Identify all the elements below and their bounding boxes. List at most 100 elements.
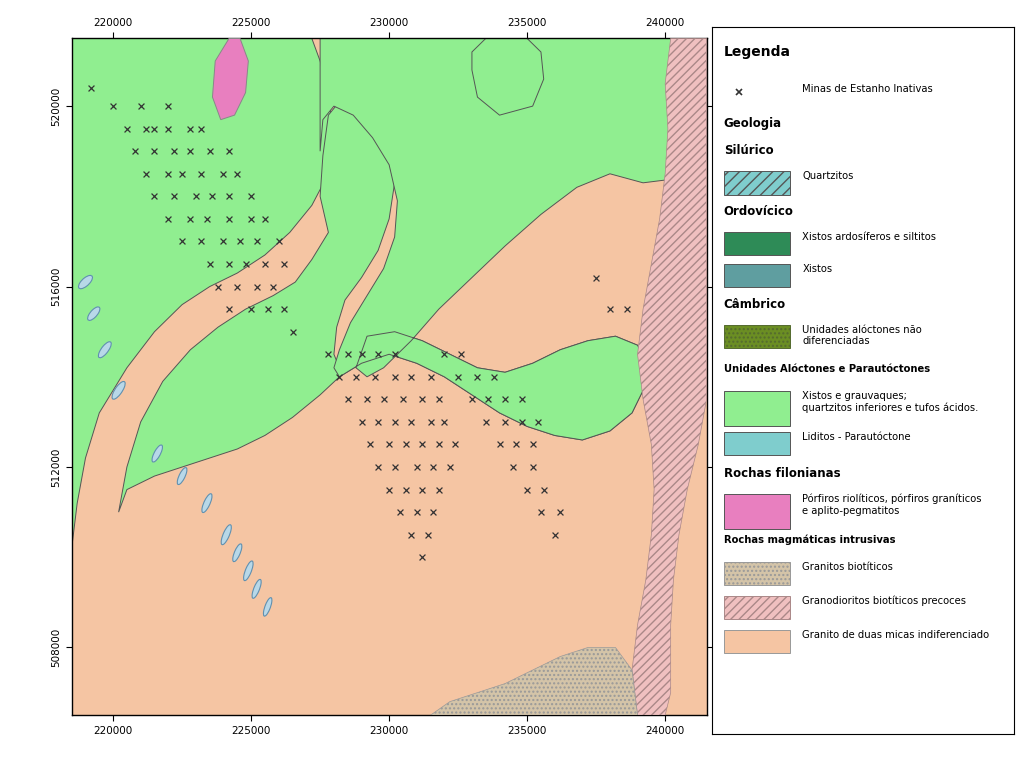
Point xyxy=(160,213,176,225)
Point xyxy=(386,348,402,361)
Point xyxy=(524,438,541,451)
Point xyxy=(397,438,414,451)
Point xyxy=(132,100,148,112)
Bar xyxy=(724,171,791,195)
Point xyxy=(469,371,485,383)
Ellipse shape xyxy=(202,494,212,513)
Text: Rochas magmáticas intrusivas: Rochas magmáticas intrusivas xyxy=(724,535,895,545)
Ellipse shape xyxy=(244,561,253,581)
Point xyxy=(425,461,441,473)
Ellipse shape xyxy=(98,341,112,358)
Polygon shape xyxy=(321,38,707,440)
Point xyxy=(414,393,430,405)
Bar xyxy=(724,232,791,255)
Point xyxy=(368,371,384,383)
Point xyxy=(420,528,436,541)
Point xyxy=(166,190,182,202)
Point xyxy=(361,438,378,451)
Text: Xistos ardosíferos e siltitos: Xistos ardosíferos e siltitos xyxy=(803,232,936,242)
Bar xyxy=(724,391,791,425)
Point xyxy=(422,416,438,428)
Point xyxy=(536,484,552,496)
Point xyxy=(202,258,218,270)
Bar xyxy=(724,630,791,653)
Point xyxy=(477,416,494,428)
Point xyxy=(138,122,155,135)
Point xyxy=(453,348,469,361)
Point xyxy=(513,416,529,428)
Point xyxy=(340,393,356,405)
Point xyxy=(146,145,163,158)
Point xyxy=(215,235,231,248)
Point xyxy=(160,168,176,180)
Point xyxy=(340,348,356,361)
Point xyxy=(270,235,287,248)
Text: Ordovícico: Ordovícico xyxy=(724,205,794,218)
Point xyxy=(353,416,370,428)
Bar xyxy=(724,264,791,288)
Point xyxy=(146,122,163,135)
Point xyxy=(229,281,246,293)
Point xyxy=(381,484,397,496)
Ellipse shape xyxy=(177,468,187,484)
Point xyxy=(431,484,447,496)
Bar xyxy=(724,431,791,455)
Point xyxy=(204,190,220,202)
Point xyxy=(425,506,441,518)
Point xyxy=(231,235,248,248)
Point xyxy=(602,303,618,315)
Point xyxy=(238,258,254,270)
Text: Pórfiros riolíticos, pórfiros graníticos
e aplito-pegmatitos: Pórfiros riolíticos, pórfiros graníticos… xyxy=(803,494,982,516)
Point xyxy=(422,371,438,383)
Polygon shape xyxy=(72,38,334,548)
Point xyxy=(83,82,99,95)
Point xyxy=(321,348,337,361)
Point xyxy=(394,393,411,405)
Point xyxy=(221,145,238,158)
Point xyxy=(194,168,210,180)
Point xyxy=(243,190,259,202)
Ellipse shape xyxy=(88,307,100,321)
Text: Granodioritos biotíticos precoces: Granodioritos biotíticos precoces xyxy=(803,596,967,606)
Point xyxy=(215,168,231,180)
Point xyxy=(358,393,375,405)
Point xyxy=(381,438,397,451)
Point xyxy=(436,416,453,428)
Text: Granitos biotíticos: Granitos biotíticos xyxy=(803,562,893,572)
Text: Quartzitos: Quartzitos xyxy=(803,171,854,181)
Ellipse shape xyxy=(112,381,125,399)
Polygon shape xyxy=(119,102,648,512)
Ellipse shape xyxy=(263,598,272,616)
Point xyxy=(221,258,238,270)
Text: Silúrico: Silúrico xyxy=(724,145,773,158)
Point xyxy=(276,303,293,315)
Point xyxy=(127,145,143,158)
Point xyxy=(524,461,541,473)
Polygon shape xyxy=(472,38,544,115)
Text: Unidades alóctones não
diferenciadas: Unidades alóctones não diferenciadas xyxy=(803,325,922,346)
Point xyxy=(414,551,430,564)
Text: Granito de duas micas indiferenciado: Granito de duas micas indiferenciado xyxy=(803,630,989,640)
Point xyxy=(403,371,420,383)
Point xyxy=(513,393,529,405)
Point xyxy=(202,145,218,158)
Point xyxy=(259,303,275,315)
Bar xyxy=(724,325,791,348)
Ellipse shape xyxy=(221,524,231,544)
Ellipse shape xyxy=(252,579,261,598)
Text: Liditos - Parautóctone: Liditos - Parautóctone xyxy=(803,431,911,441)
Point xyxy=(409,506,425,518)
Point xyxy=(257,213,273,225)
Point xyxy=(229,168,246,180)
Point xyxy=(221,303,238,315)
Point xyxy=(505,461,521,473)
Point xyxy=(508,438,524,451)
Point xyxy=(431,393,447,405)
Point xyxy=(182,145,199,158)
Point xyxy=(146,190,163,202)
Point xyxy=(348,371,365,383)
Point xyxy=(174,235,190,248)
Point xyxy=(480,393,497,405)
Text: Câmbrico: Câmbrico xyxy=(724,298,785,311)
Point xyxy=(119,122,135,135)
